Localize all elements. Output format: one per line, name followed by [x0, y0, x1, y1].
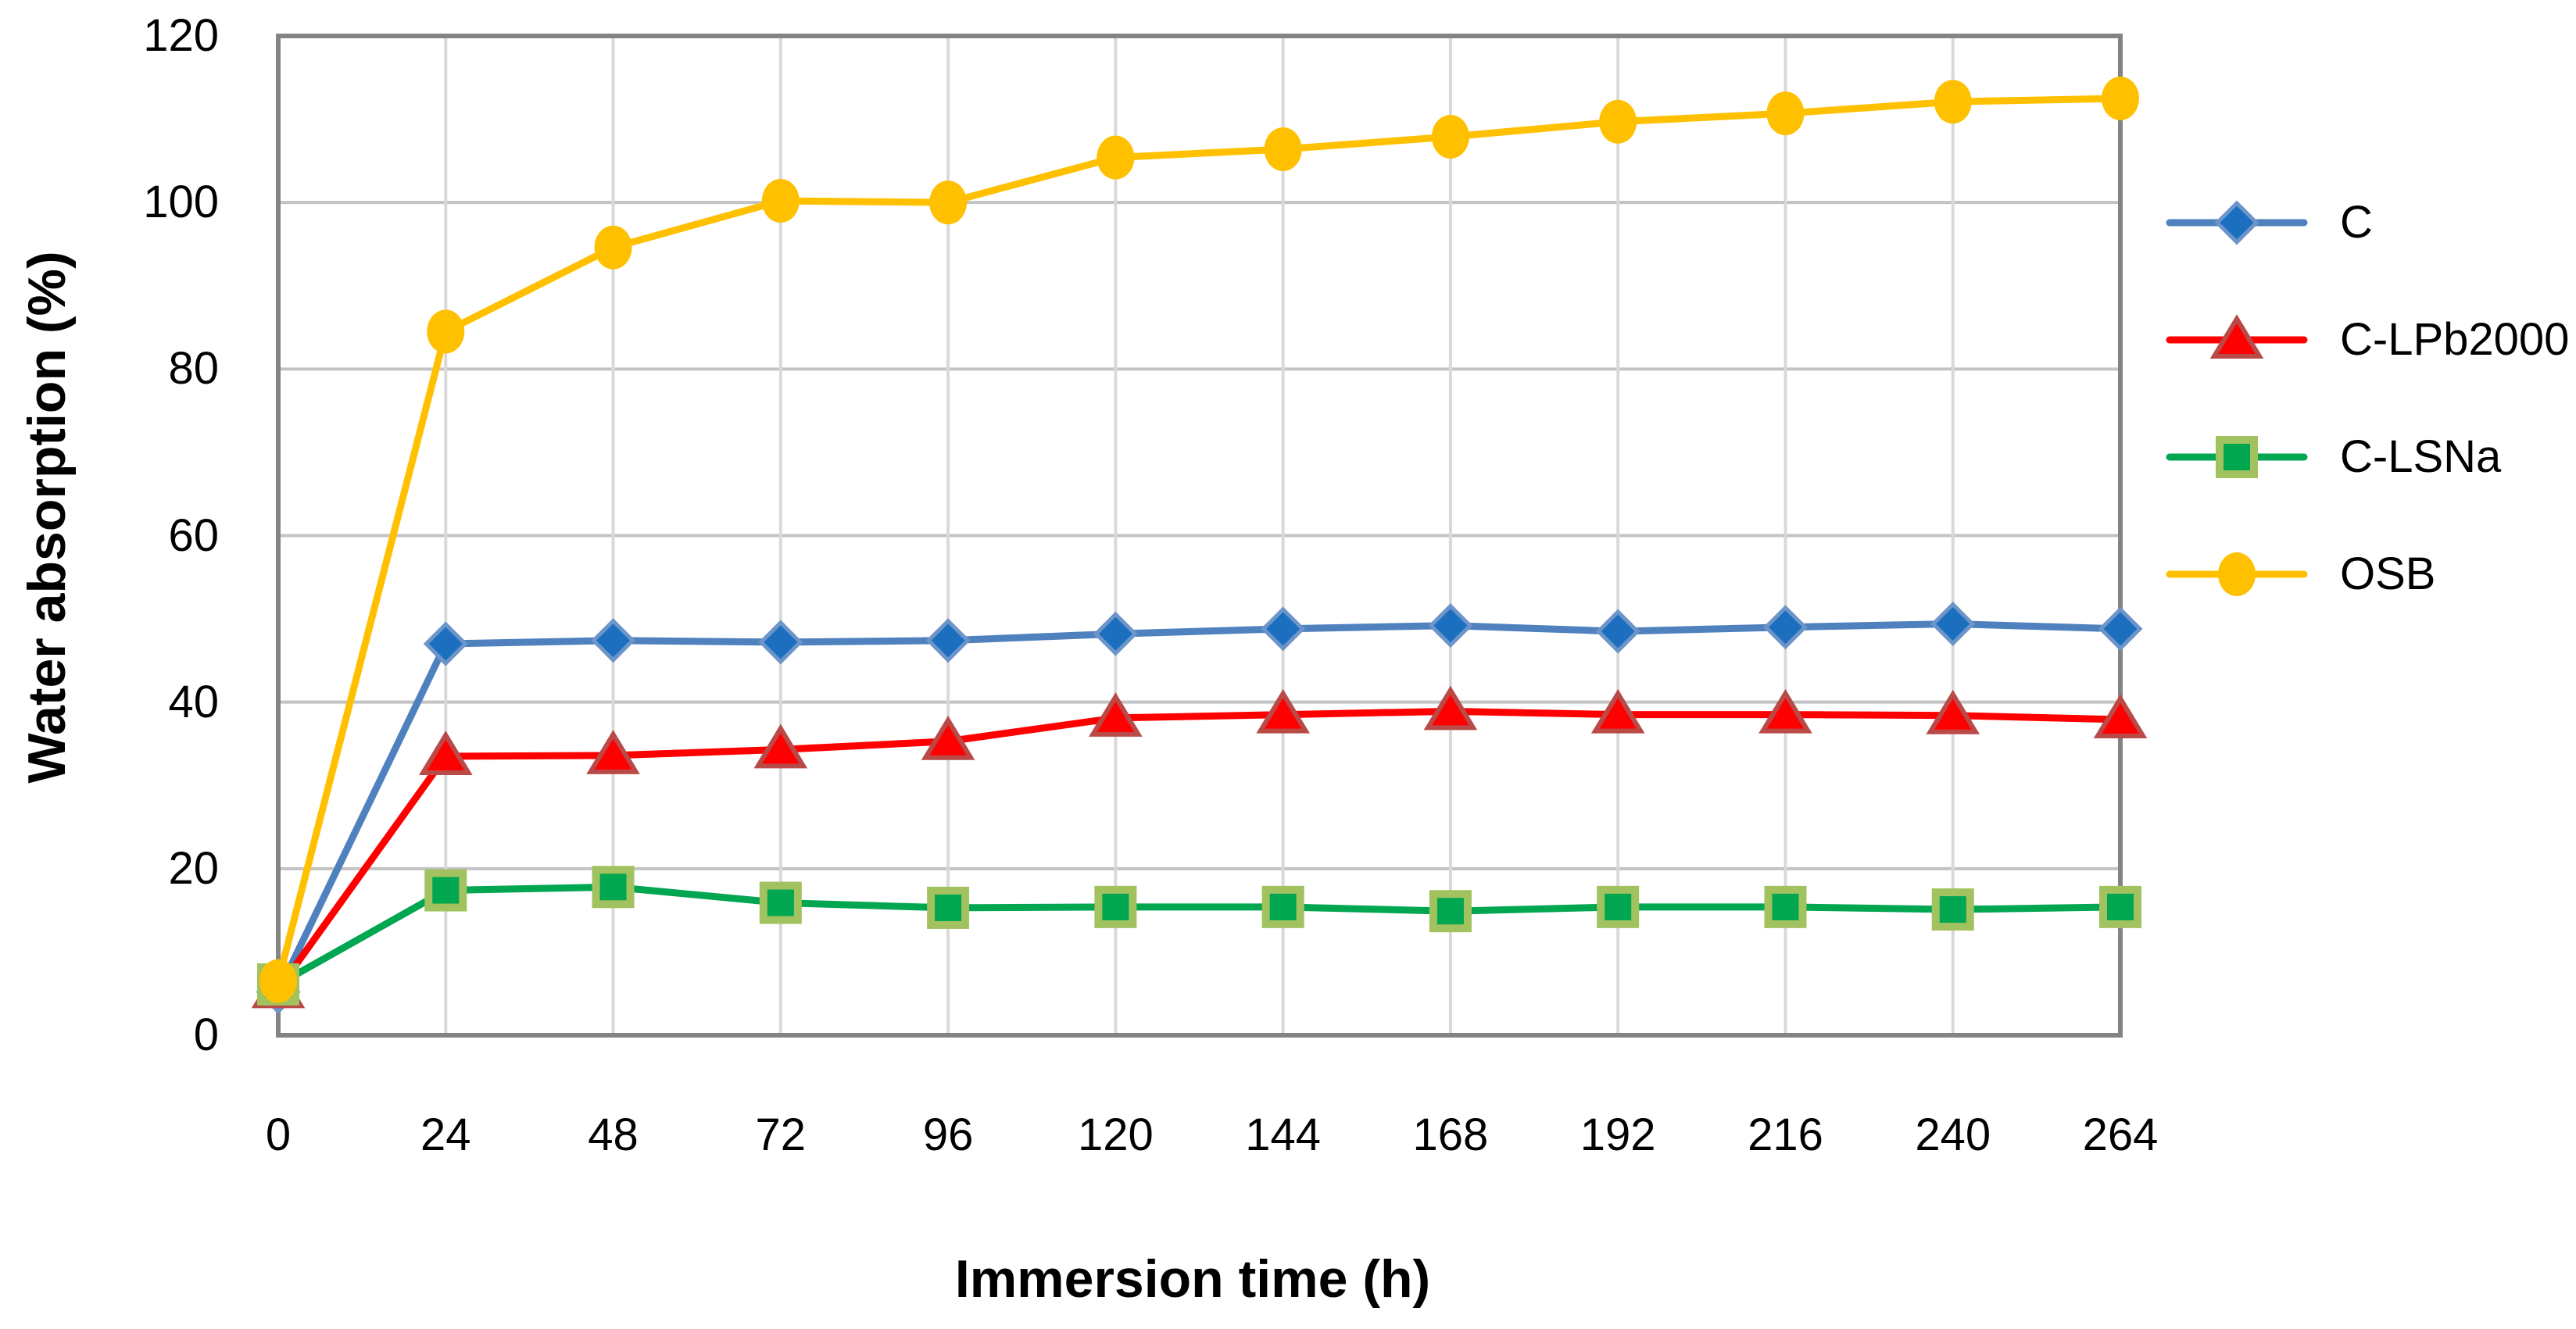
diamond-marker-icon	[1595, 609, 1640, 654]
x-axis-tick-label: 96	[922, 1109, 974, 1160]
series-C-LPb2000	[251, 685, 2148, 1009]
diamond-marker-icon	[1261, 606, 1306, 652]
square-marker-icon	[2099, 885, 2141, 928]
y-axis-tick-label: 40	[168, 676, 219, 727]
gridlines	[278, 36, 2122, 1035]
series-line-OSB	[274, 95, 2124, 985]
circle-marker-icon	[2102, 76, 2139, 120]
square-marker-icon	[1931, 888, 1974, 931]
x-axis-tick-label: 216	[1748, 1109, 1823, 1160]
x-axis-tick-label: 0	[265, 1109, 292, 1160]
x-axis-tick-label: 192	[1580, 1109, 1656, 1160]
square-marker-icon	[424, 869, 467, 912]
triangle-marker-icon	[1423, 685, 1478, 731]
x-axis-tick-label: 120	[1077, 1109, 1154, 1160]
diamond-marker-icon	[1930, 601, 1976, 647]
x-axis-tick-label: 48	[588, 1109, 639, 1160]
circle-marker-icon	[1431, 114, 1469, 159]
circle-marker-icon	[594, 225, 632, 270]
diamond-marker-icon	[2098, 606, 2143, 652]
triangle-marker-icon	[753, 723, 808, 769]
series-line-C-LSNa	[274, 883, 2124, 988]
square-marker-icon	[592, 866, 635, 909]
x-axis-tick-label: 72	[755, 1109, 807, 1160]
circle-marker-icon	[1599, 99, 1637, 144]
series-line-C-LPb2000	[274, 707, 2124, 993]
square-marker-icon	[1597, 885, 1640, 928]
diamond-marker-icon	[925, 618, 971, 663]
plot-frame	[276, 34, 2123, 1038]
circle-marker-icon	[761, 179, 800, 223]
x-axis-tick-label: 144	[1245, 1109, 1322, 1160]
circle-marker-icon	[1766, 91, 1805, 136]
circle-marker-icon	[1934, 80, 1972, 124]
circle-marker-icon	[427, 309, 465, 354]
x-axis-title: Immersion time (h)	[954, 1249, 1431, 1309]
x-axis-tick-label: 240	[1915, 1109, 1991, 1160]
x-axis-tick-label: 168	[1412, 1109, 1489, 1160]
y-axis-tick-label: 0	[193, 1009, 219, 1060]
y-axis-tick-label: 20	[168, 842, 219, 894]
series-C	[256, 601, 2143, 1015]
triangle-marker-icon	[921, 715, 975, 760]
square-marker-icon	[759, 881, 802, 924]
diamond-marker-icon	[423, 621, 468, 666]
triangle-marker-icon	[586, 730, 640, 774]
x-axis-tick-label: 264	[2082, 1109, 2159, 1160]
square-marker-icon	[1261, 885, 1304, 928]
circle-marker-icon	[929, 180, 968, 225]
diamond-marker-icon	[1428, 603, 1473, 648]
series-line-C	[274, 620, 2124, 996]
triangle-marker-icon	[2093, 694, 2148, 739]
triangle-marker-icon	[1758, 688, 1812, 734]
triangle-marker-icon	[1089, 692, 1143, 737]
diamond-marker-icon	[591, 618, 636, 663]
y-axis-tick-label: 120	[143, 10, 219, 61]
square-marker-icon	[1429, 890, 1472, 933]
diamond-marker-icon	[1762, 605, 1808, 650]
triangle-marker-icon	[1256, 688, 1310, 734]
circle-marker-icon	[1264, 127, 1302, 171]
series-C-LSNa	[257, 866, 2141, 1006]
diamond-marker-icon	[1093, 611, 1138, 656]
y-axis-tick-label: 60	[168, 509, 219, 561]
square-marker-icon	[1764, 885, 1807, 928]
diamond-marker-icon	[758, 620, 803, 665]
square-marker-icon	[927, 886, 970, 929]
circle-marker-icon	[1097, 135, 1135, 180]
y-axis-tick-label: 80	[168, 343, 219, 395]
y-axis-title: Water absorption (%)	[17, 251, 77, 784]
triangle-marker-icon	[1590, 688, 1645, 734]
series-OSB	[259, 76, 2139, 1003]
triangle-marker-icon	[418, 731, 473, 775]
square-marker-icon	[1094, 885, 1137, 928]
circle-marker-icon	[259, 959, 297, 1003]
triangle-marker-icon	[1926, 689, 1980, 734]
y-axis-tick-label: 100	[143, 177, 219, 228]
x-axis-tick-label: 24	[420, 1109, 471, 1160]
